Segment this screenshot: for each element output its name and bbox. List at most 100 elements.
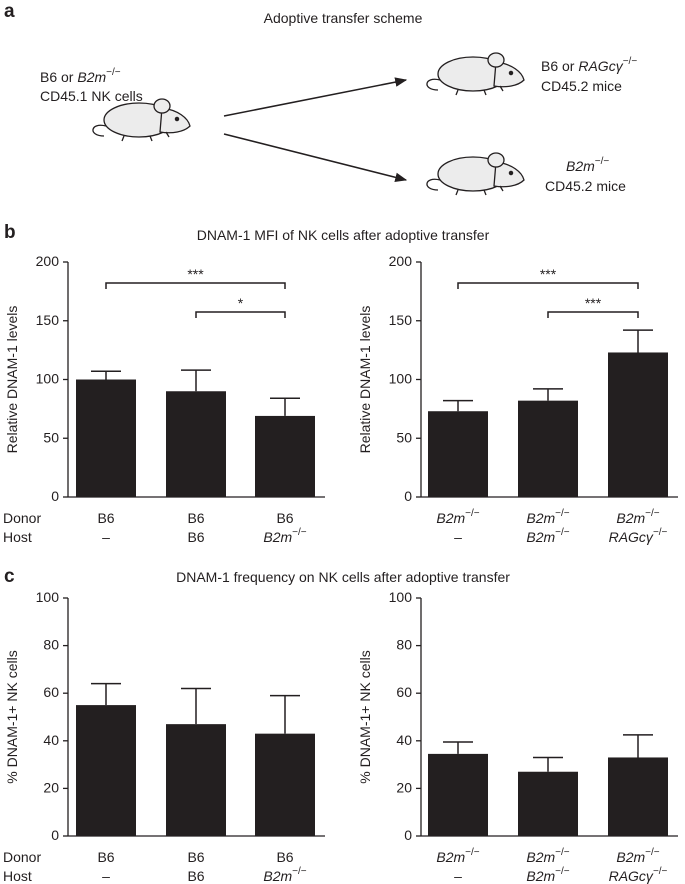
y-tick-label: 100 xyxy=(36,370,60,386)
bar xyxy=(518,400,578,497)
y-tick-label: 80 xyxy=(396,636,412,652)
bar xyxy=(608,352,668,497)
error-bar xyxy=(533,388,563,401)
error-bar xyxy=(91,682,121,706)
row-label: Host xyxy=(3,529,32,545)
host-label: B6 xyxy=(187,529,204,545)
y-tick-label: 50 xyxy=(396,429,412,445)
bar xyxy=(518,771,578,836)
significance-label: *** xyxy=(187,266,204,282)
error-bar xyxy=(270,694,300,734)
bar xyxy=(255,415,315,497)
x-tick-label: B2m−/− xyxy=(616,508,659,526)
y-tick-label: 0 xyxy=(404,827,412,843)
x-tick-label: B6 xyxy=(276,849,293,865)
y-tick-label: 60 xyxy=(396,684,412,700)
row-label: Donor xyxy=(3,849,41,865)
panel-title: DNAM-1 frequency on NK cells after adopt… xyxy=(176,569,510,585)
host-label: B2m−/− xyxy=(526,866,569,884)
y-tick-label: 100 xyxy=(389,370,413,386)
significance-bracket xyxy=(457,282,639,289)
y-axis-label: % DNAM-1+ NK cells xyxy=(4,650,20,783)
host-label: – xyxy=(454,529,462,545)
x-tick-label: B2m−/− xyxy=(616,847,659,865)
y-tick-label: 80 xyxy=(43,636,59,652)
y-tick-label: 0 xyxy=(51,827,59,843)
host-label: – xyxy=(454,868,462,884)
error-bar xyxy=(443,399,473,412)
scheme-text: CD45.2 mice xyxy=(541,78,622,94)
mouse-icon xyxy=(92,98,191,142)
bar xyxy=(76,705,136,836)
y-tick-label: 0 xyxy=(404,488,412,504)
arrow xyxy=(223,133,408,183)
error-bar xyxy=(533,756,563,772)
x-tick-label: B2m−/− xyxy=(526,508,569,526)
mouse-icon xyxy=(426,152,525,196)
y-tick-label: 150 xyxy=(389,311,413,327)
host-label: B6 xyxy=(187,868,204,884)
host-label: – xyxy=(102,868,110,884)
bar xyxy=(76,379,136,497)
host-label: B2m−/− xyxy=(263,866,306,884)
scheme-text: B6 or B2m−/− xyxy=(40,67,121,85)
error-bar xyxy=(91,370,121,380)
bar xyxy=(166,391,226,497)
bar xyxy=(166,724,226,836)
bar xyxy=(428,411,488,497)
host-label: – xyxy=(102,529,110,545)
host-label: B2m−/− xyxy=(263,527,306,545)
scheme-text: B6 or RAGcγ−/− xyxy=(541,56,637,74)
y-tick-label: 150 xyxy=(36,311,60,327)
x-tick-label: B6 xyxy=(97,849,114,865)
bar xyxy=(255,733,315,836)
y-tick-label: 60 xyxy=(43,684,59,700)
arrow xyxy=(223,77,408,117)
y-tick-label: 100 xyxy=(36,589,60,605)
scheme-text: CD45.1 NK cells xyxy=(40,88,143,104)
x-tick-label: B2m−/− xyxy=(436,508,479,526)
mouse-icon xyxy=(426,52,525,96)
error-bar xyxy=(181,369,211,392)
x-tick-label: B6 xyxy=(187,510,204,526)
y-tick-label: 100 xyxy=(389,589,413,605)
significance-label: *** xyxy=(540,266,557,282)
x-tick-label: B2m−/− xyxy=(436,847,479,865)
panel-label: c xyxy=(4,566,15,587)
x-tick-label: B6 xyxy=(97,510,114,526)
row-label: Donor xyxy=(3,510,41,526)
error-bar xyxy=(623,329,653,353)
row-label: Host xyxy=(3,868,32,884)
error-bar xyxy=(443,741,473,754)
significance-label: *** xyxy=(585,295,602,311)
bar xyxy=(608,757,668,836)
scheme-text: CD45.2 mice xyxy=(545,178,626,194)
y-tick-label: 200 xyxy=(389,253,413,269)
error-bar xyxy=(270,397,300,416)
error-bar xyxy=(623,734,653,758)
x-tick-label: B6 xyxy=(187,849,204,865)
y-tick-label: 40 xyxy=(396,732,412,748)
y-tick-label: 0 xyxy=(51,488,59,504)
y-tick-label: 50 xyxy=(43,429,59,445)
y-tick-label: 200 xyxy=(36,253,60,269)
error-bar xyxy=(181,687,211,725)
panel-label: b xyxy=(4,222,16,243)
panel-title: Adoptive transfer scheme xyxy=(264,10,423,26)
host-label: RAGcγ−/− xyxy=(609,527,668,545)
host-label: B2m−/− xyxy=(526,527,569,545)
significance-label: * xyxy=(238,295,244,311)
y-tick-label: 40 xyxy=(43,732,59,748)
x-tick-label: B2m−/− xyxy=(526,847,569,865)
y-axis-label: % DNAM-1+ NK cells xyxy=(357,650,373,783)
y-tick-label: 20 xyxy=(396,779,412,795)
host-label: RAGcγ−/− xyxy=(609,866,668,884)
y-tick-label: 20 xyxy=(43,779,59,795)
y-axis-label: Relative DNAM-1 levels xyxy=(357,306,373,454)
bar xyxy=(428,753,488,836)
x-tick-label: B6 xyxy=(276,510,293,526)
significance-bracket xyxy=(105,282,286,289)
significance-bracket xyxy=(195,311,286,318)
